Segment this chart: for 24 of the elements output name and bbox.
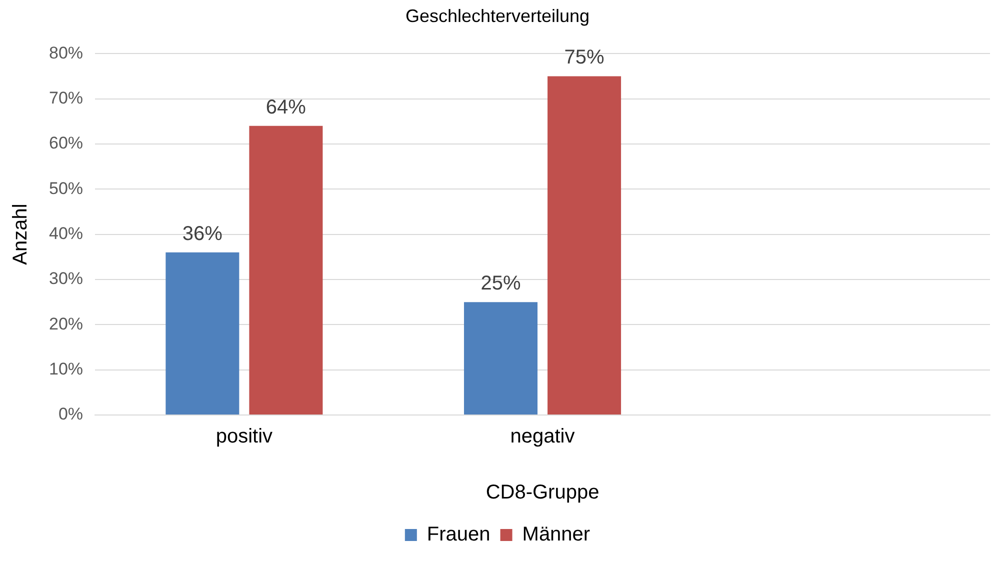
bar: [548, 76, 622, 414]
y-tick-label: 0%: [58, 404, 84, 424]
x-tick-label: negativ: [510, 426, 575, 448]
y-tick-label: 60%: [48, 134, 84, 153]
y-tick-label: 10%: [48, 360, 84, 379]
legend-label: Frauen: [426, 524, 490, 546]
bar: [249, 126, 323, 414]
y-tick-label: 70%: [48, 88, 84, 108]
y-tick-label: 30%: [48, 269, 84, 288]
data-label: 64%: [266, 96, 306, 118]
data-label: 75%: [564, 46, 605, 69]
data-label: 36%: [182, 222, 223, 245]
y-tick-label: 80%: [48, 43, 84, 62]
y-axis-title: Anzahl: [10, 204, 32, 265]
bar: [166, 252, 240, 414]
x-tick-label: positiv: [216, 426, 273, 448]
bar: [464, 302, 538, 414]
y-tick-label: 20%: [48, 314, 84, 334]
data-label: 25%: [480, 272, 521, 295]
x-axis-title: CD8-Gruppe: [486, 482, 600, 504]
legend-label: Männer: [522, 524, 590, 546]
y-tick-label: 40%: [48, 224, 84, 243]
y-tick-label: 50%: [48, 178, 84, 198]
chart-title: Geschlechterverteilung: [405, 6, 590, 26]
